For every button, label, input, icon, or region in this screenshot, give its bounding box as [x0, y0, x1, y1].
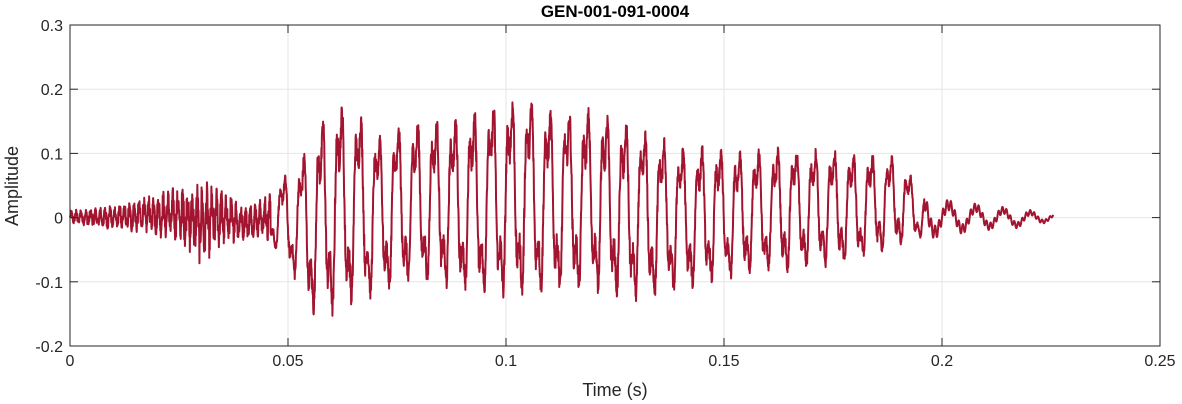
y-tick-label: 0.2 [41, 82, 63, 99]
y-tick-label: 0.1 [41, 146, 63, 163]
tick-marks [69, 24, 1161, 347]
y-axis-title: Amplitude [2, 146, 22, 226]
x-tick-label: 0.2 [931, 353, 953, 370]
chart-title: GEN-001-091-0004 [541, 2, 690, 21]
x-tick-label: 0.05 [272, 353, 303, 370]
y-tick-label: 0.3 [41, 18, 63, 35]
y-tick-labels: -0.2 -0.1 0 0.1 0.2 0.3 [35, 18, 63, 356]
x-tick-label: 0.15 [708, 353, 739, 370]
y-tick-label: -0.1 [35, 275, 63, 292]
x-tick-label: 0.1 [495, 353, 517, 370]
y-tick-label: -0.2 [35, 339, 63, 356]
x-axis-title: Time (s) [582, 380, 647, 400]
waveform-line [69, 101, 1055, 317]
axes-box [69, 24, 1161, 347]
x-tick-labels: 0 0.05 0.1 0.15 0.2 0.25 [66, 353, 1176, 370]
x-tick-label: 0 [66, 353, 75, 370]
x-tick-label: 0.25 [1144, 353, 1175, 370]
plot-area [70, 25, 1160, 346]
y-tick-label: 0 [54, 211, 63, 228]
